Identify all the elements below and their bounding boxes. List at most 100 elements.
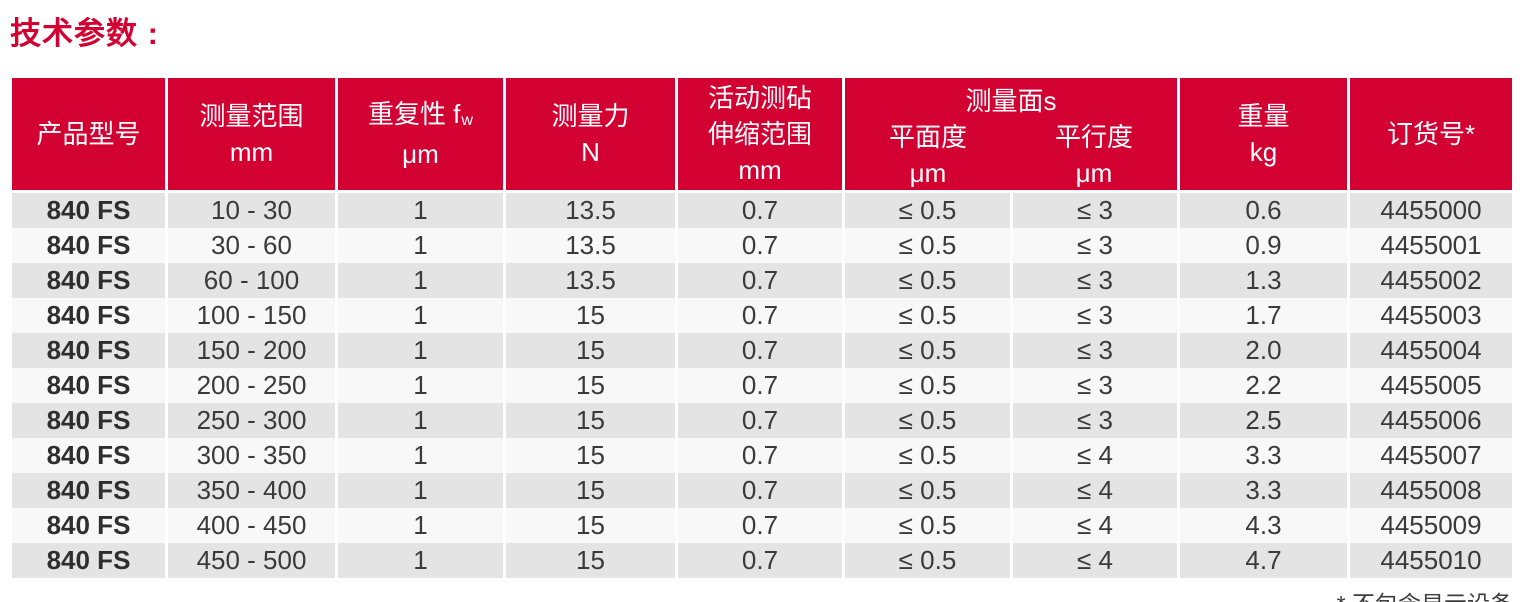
header-repeatability: 重复性 fw μm: [338, 78, 503, 190]
cell-order-number: 4455006: [1350, 403, 1512, 438]
table-body: 840 FS 10 - 30 1 13.5 0.7 ≤ 0.5 ≤ 3 0.6 …: [12, 193, 1513, 578]
cell-flatness: ≤ 0.5: [845, 473, 1010, 508]
cell-order-number: 4455002: [1350, 263, 1512, 298]
cell-weight: 3.3: [1180, 473, 1347, 508]
cell-weight: 1.7: [1180, 298, 1347, 333]
header-flatness-unit: μm: [909, 158, 947, 188]
cell-range: 450 - 500: [168, 543, 335, 578]
cell-anvil-travel: 0.7: [678, 263, 842, 298]
header-product-model: 产品型号: [12, 78, 165, 190]
header-anvil-line2: 伸缩范围: [707, 119, 812, 149]
cell-repeatability: 1: [338, 193, 503, 228]
cell-repeatability: 1: [338, 473, 503, 508]
cell-anvil-travel: 0.7: [678, 438, 842, 473]
table-row: 840 FS 300 - 350 1 15 0.7 ≤ 0.5 ≤ 4 3.3 …: [12, 438, 1513, 473]
cell-anvil-travel: 0.7: [678, 403, 842, 438]
cell-product-model: 840 FS: [12, 508, 165, 543]
cell-range: 60 - 100: [168, 263, 335, 298]
cell-force: 13.5: [506, 228, 675, 263]
cell-product-model: 840 FS: [12, 333, 165, 368]
cell-force: 15: [506, 508, 675, 543]
cell-repeatability: 1: [338, 368, 503, 403]
cell-anvil-travel: 0.7: [678, 193, 842, 228]
header-anvil-travel: 活动测砧 伸缩范围 mm: [678, 78, 842, 190]
cell-parallelism: ≤ 3: [1013, 228, 1177, 263]
header-anvil-unit: mm: [738, 155, 782, 185]
cell-range: 30 - 60: [168, 228, 335, 263]
table-row: 840 FS 200 - 250 1 15 0.7 ≤ 0.5 ≤ 3 2.2 …: [12, 368, 1513, 403]
cell-repeatability: 1: [338, 438, 503, 473]
header-force-unit: N: [581, 137, 600, 167]
cell-anvil-travel: 0.7: [678, 228, 842, 263]
cell-repeatability: 1: [338, 508, 503, 543]
header-measuring-faces-subcolumns: 平面度 μm 平行度 μm: [845, 119, 1177, 191]
cell-product-model: 840 FS: [12, 193, 165, 228]
cell-product-model: 840 FS: [12, 263, 165, 298]
cell-parallelism: ≤ 3: [1013, 368, 1177, 403]
cell-weight: 0.6: [1180, 193, 1347, 228]
header-repeatability-prefix: 重复性 f: [367, 99, 461, 129]
cell-range: 350 - 400: [168, 473, 335, 508]
table-header: 产品型号 测量范围 mm 重复性 fw μm 测量力 N 活动测砧 伸缩范围 m…: [12, 78, 1513, 190]
cell-force: 13.5: [506, 263, 675, 298]
cell-repeatability: 1: [338, 403, 503, 438]
cell-repeatability: 1: [338, 333, 503, 368]
cell-force: 13.5: [506, 193, 675, 228]
header-range: 测量范围 mm: [168, 78, 335, 190]
header-order-number-label: 订货号*: [1386, 119, 1476, 149]
cell-flatness: ≤ 0.5: [845, 193, 1010, 228]
cell-product-model: 840 FS: [12, 403, 165, 438]
table-row: 840 FS 30 - 60 1 13.5 0.7 ≤ 0.5 ≤ 3 0.9 …: [12, 228, 1513, 263]
cell-order-number: 4455000: [1350, 193, 1512, 228]
cell-range: 300 - 350: [168, 438, 335, 473]
cell-repeatability: 1: [338, 263, 503, 298]
cell-range: 150 - 200: [168, 333, 335, 368]
cell-order-number: 4455005: [1350, 368, 1512, 403]
cell-parallelism: ≤ 4: [1013, 508, 1177, 543]
header-flatness-label: 平面度: [888, 122, 967, 152]
table-row: 840 FS 400 - 450 1 15 0.7 ≤ 0.5 ≤ 4 4.3 …: [12, 508, 1513, 543]
cell-flatness: ≤ 0.5: [845, 263, 1010, 298]
cell-parallelism: ≤ 3: [1013, 403, 1177, 438]
cell-flatness: ≤ 0.5: [845, 298, 1010, 333]
header-force: 测量力 N: [506, 78, 675, 190]
page: 技术参数 : 产品型号 测量范围 mm 重复性 fw μm 测量力 N 活动测砧…: [0, 8, 1525, 602]
cell-flatness: ≤ 0.5: [845, 368, 1010, 403]
cell-product-model: 840 FS: [12, 298, 165, 333]
cell-anvil-travel: 0.7: [678, 298, 842, 333]
spec-table: 产品型号 测量范围 mm 重复性 fw μm 测量力 N 活动测砧 伸缩范围 m…: [12, 78, 1513, 602]
cell-range: 200 - 250: [168, 368, 335, 403]
cell-range: 100 - 150: [168, 298, 335, 333]
header-range-label: 测量范围: [199, 101, 304, 131]
cell-anvil-travel: 0.7: [678, 508, 842, 543]
cell-flatness: ≤ 0.5: [845, 403, 1010, 438]
table-row: 840 FS 60 - 100 1 13.5 0.7 ≤ 0.5 ≤ 3 1.3…: [12, 263, 1513, 298]
footnote: * 不包含显示设备: [12, 585, 1513, 602]
header-anvil-line1: 活动测砧: [707, 83, 812, 113]
cell-range: 400 - 450: [168, 508, 335, 543]
header-measuring-faces-group: 测量面s 平面度 μm 平行度 μm: [845, 78, 1177, 190]
cell-product-model: 840 FS: [12, 473, 165, 508]
cell-weight: 3.3: [1180, 438, 1347, 473]
cell-range: 10 - 30: [168, 193, 335, 228]
cell-anvil-travel: 0.7: [678, 333, 842, 368]
cell-flatness: ≤ 0.5: [845, 543, 1010, 578]
table-row: 840 FS 350 - 400 1 15 0.7 ≤ 0.5 ≤ 4 3.3 …: [12, 473, 1513, 508]
cell-parallelism: ≤ 3: [1013, 298, 1177, 333]
cell-parallelism: ≤ 4: [1013, 473, 1177, 508]
cell-anvil-travel: 0.7: [678, 368, 842, 403]
cell-order-number: 4455003: [1350, 298, 1512, 333]
cell-order-number: 4455009: [1350, 508, 1512, 543]
table-row: 840 FS 250 - 300 1 15 0.7 ≤ 0.5 ≤ 3 2.5 …: [12, 403, 1513, 438]
cell-order-number: 4455004: [1350, 333, 1512, 368]
header-order-number: 订货号*: [1350, 78, 1512, 190]
cell-parallelism: ≤ 4: [1013, 438, 1177, 473]
cell-force: 15: [506, 543, 675, 578]
header-product-model-label: 产品型号: [36, 119, 141, 149]
header-range-unit: mm: [229, 137, 274, 167]
header-parallelism: 平行度 μm: [1011, 119, 1177, 191]
cell-force: 15: [506, 473, 675, 508]
header-force-label: 测量力: [551, 101, 630, 131]
cell-order-number: 4455007: [1350, 438, 1512, 473]
cell-force: 15: [506, 368, 675, 403]
